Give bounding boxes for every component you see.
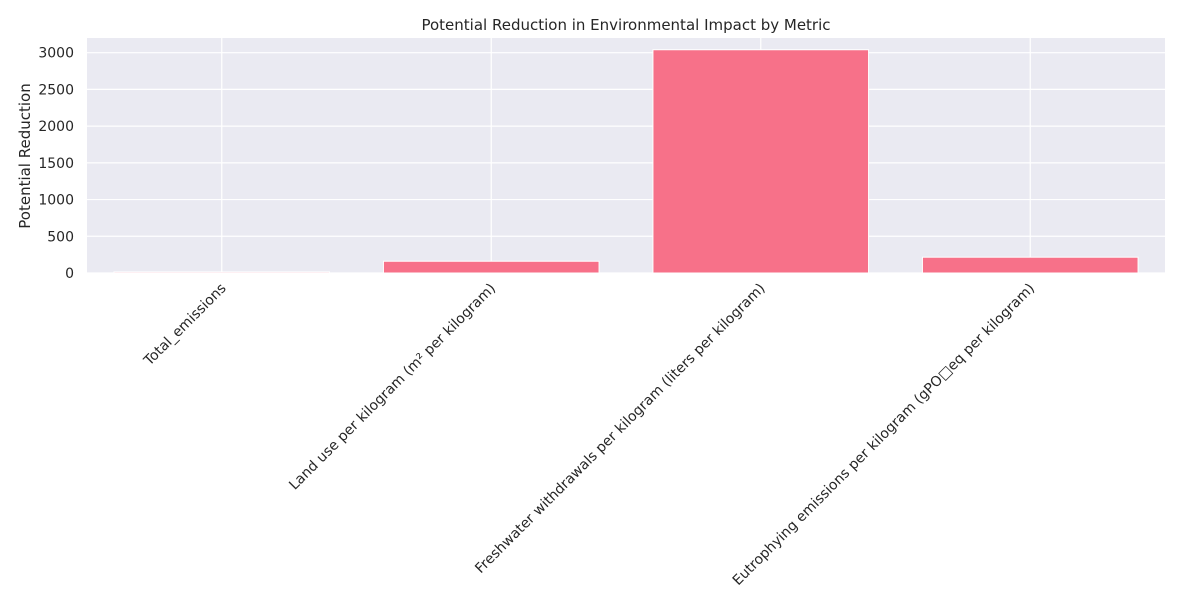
bar: [382, 260, 600, 274]
y-tick-label: 1500: [38, 156, 74, 172]
y-tick-label: 0: [65, 266, 74, 282]
x-axis-ticks: Total_emissions Land use per kilogram (m²…: [140, 281, 1038, 589]
y-tick-label: 1000: [38, 193, 74, 209]
y-tick-label: 2500: [38, 82, 74, 98]
plot-area: [87, 38, 1165, 273]
bar: [652, 49, 870, 274]
y-axis-label: Potential Reduction: [16, 83, 34, 228]
y-axis-ticks: 0 500 1000 1500 2000 2500 3000: [38, 46, 74, 282]
x-tick-label: Total_emissions: [140, 281, 229, 370]
bar: [113, 271, 331, 274]
x-tick-label: Freshwater withdrawals per kilogram (lit…: [472, 281, 768, 577]
x-tick-label: Land use per kilogram (m² per kilogram): [286, 281, 499, 494]
x-tick-label: Eutrophying emissions per kilogram (gPO□…: [730, 281, 1038, 589]
y-tick-label: 3000: [38, 46, 74, 62]
chart-title: Potential Reduction in Environmental Imp…: [421, 16, 830, 34]
y-tick-label: 2000: [38, 119, 74, 135]
y-tick-label: 500: [47, 229, 74, 245]
bar: [921, 256, 1139, 274]
gridlines: [87, 38, 1165, 274]
bars: [113, 49, 1139, 274]
